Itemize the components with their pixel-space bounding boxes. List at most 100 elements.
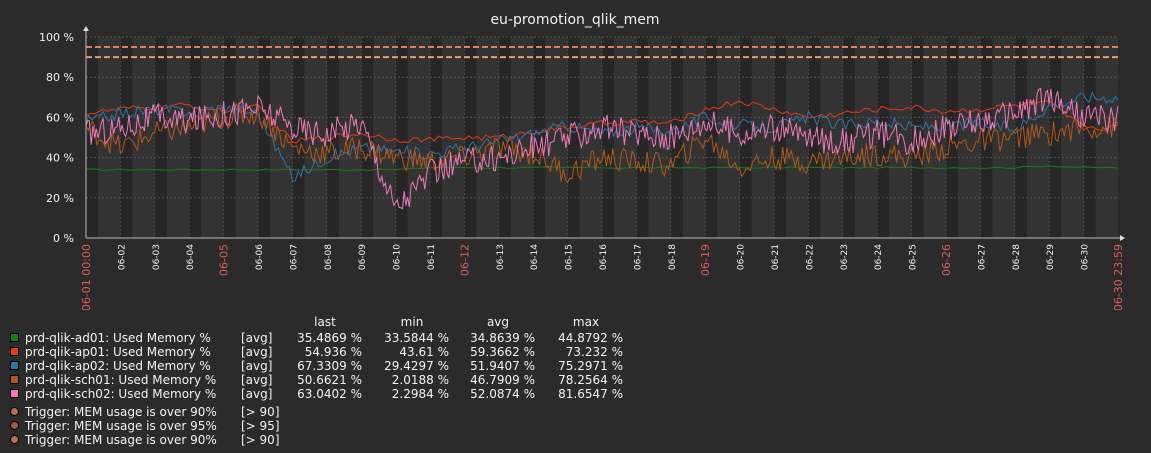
night-band	[258, 37, 271, 238]
x-tick-label: 06-19	[699, 244, 712, 276]
x-tick-label: 06-30	[1081, 244, 1091, 270]
legend-value-last: 63.0402 %	[297, 387, 362, 401]
night-band	[636, 37, 649, 238]
legend-value-avg: 34.8639 %	[470, 331, 535, 345]
night-band	[430, 37, 443, 238]
y-tick-label: 100 %	[39, 31, 74, 44]
legend-swatch	[10, 389, 19, 398]
legend-function: [avg]	[241, 345, 273, 359]
legend-value-last: 54.936 %	[304, 345, 362, 359]
legend-value-last: 35.4869 %	[297, 331, 362, 345]
chart-title: eu-promotion_qlik_mem	[490, 12, 659, 28]
x-tick-label: 06-03	[152, 244, 162, 270]
legend-value-max: 78.2564 %	[558, 373, 623, 387]
trigger-name: Trigger: MEM usage is over 90%	[25, 405, 217, 419]
night-band	[498, 37, 511, 238]
night-band	[808, 37, 821, 238]
x-tick-label: 06-04	[186, 244, 196, 270]
x-tick-label: 06-11	[427, 244, 437, 270]
night-band	[842, 37, 855, 238]
legend-value-min: 29.4297 %	[384, 359, 449, 373]
night-band	[1083, 37, 1096, 238]
x-axis-arrow	[1120, 235, 1125, 241]
x-tick-label: 06-26	[940, 244, 953, 276]
x-tick-label: 06-02	[117, 244, 127, 270]
x-tick-label: 06-18	[668, 244, 678, 270]
y-tick-label: 0 %	[53, 232, 74, 245]
night-band	[395, 37, 408, 238]
legend-value-min: 33.5844 %	[384, 331, 449, 345]
legend-header-avg: avg	[486, 315, 510, 329]
legend-series-name: prd-qlik-ap02: Used Memory %	[25, 359, 211, 373]
night-band	[533, 37, 546, 238]
night-band	[361, 37, 374, 238]
trigger-condition: [> 95]	[241, 419, 280, 433]
legend-series-name: prd-qlik-sch01: Used Memory %	[25, 373, 217, 387]
legend-series-name: prd-qlik-sch02: Used Memory %	[25, 387, 217, 401]
x-tick-label: 06-13	[496, 244, 506, 270]
legend-value-avg: 46.7909 %	[470, 373, 535, 387]
legend-value-max: 81.6547 %	[558, 387, 623, 401]
night-band	[946, 37, 959, 238]
night-band	[670, 37, 683, 238]
legend-swatch	[10, 375, 19, 384]
legend-value-avg: 52.0874 %	[470, 387, 535, 401]
x-tick-label: 06-16	[599, 244, 609, 270]
x-tick-label: 06-07	[289, 244, 299, 270]
x-tick-label: 06-23	[840, 244, 850, 270]
night-band	[292, 37, 305, 238]
night-band	[911, 37, 924, 238]
series-line	[85, 102, 1119, 184]
legend-value-avg: 51.9407 %	[470, 359, 535, 373]
legend-function: [avg]	[241, 331, 273, 345]
trigger-row: Trigger: MEM usage is over 90% [> 90]	[10, 405, 710, 419]
night-band	[189, 37, 202, 238]
memory-chart: eu-promotion_qlik_mem 100 % 80 % 60 % 40 % 2…	[39, 12, 1125, 310]
legend-row: prd-qlik-ap02: Used Memory % [avg] 67.3309…	[10, 359, 710, 373]
x-tick-label: 06-14	[530, 244, 540, 270]
x-tick-label: 06-20	[737, 244, 747, 270]
legend-value-min: 2.2984 %	[391, 387, 449, 401]
x-tick-label: 06-12	[458, 244, 471, 276]
legend-header-last: last	[314, 315, 336, 329]
trigger-row: Trigger: MEM usage is over 90% [> 90]	[10, 433, 710, 447]
legend-series-name: prd-qlik-ap01: Used Memory %	[25, 345, 211, 359]
legend-swatch	[10, 347, 19, 356]
series-line	[86, 165, 1119, 171]
legend-row: prd-qlik-sch02: Used Memory % [avg] 63.040…	[10, 387, 710, 401]
legend-value-max: 44.8792 %	[558, 331, 623, 345]
legend-row: prd-qlik-sch01: Used Memory % [avg] 50.662…	[10, 373, 710, 387]
x-tick-label: 06-01 00:00	[80, 244, 93, 310]
trigger-icon	[10, 407, 19, 416]
x-tick-label: 06-27	[977, 244, 987, 270]
x-tick-label: 06-21	[771, 244, 781, 270]
trigger-name: Trigger: MEM usage is over 90%	[25, 433, 217, 447]
x-tick-label: 06-08	[324, 244, 334, 270]
x-tick-label: 06-17	[633, 244, 643, 270]
x-tick-label: 06-24	[874, 244, 884, 270]
legend-value-avg: 59.3662 %	[470, 345, 535, 359]
legend-value-min: 2.0188 %	[391, 373, 449, 387]
x-tick-label: 06-30 23:59	[1112, 244, 1125, 310]
legend-value-last: 67.3309 %	[297, 359, 362, 373]
x-tick-label: 06-22	[805, 244, 815, 270]
legend-swatch	[10, 361, 19, 370]
legend-row: prd-qlik-ad01: Used Memory % [avg] 35.4869…	[10, 331, 710, 345]
legend-function: [avg]	[241, 387, 273, 401]
legend-function: [avg]	[241, 373, 273, 387]
x-tick-label: 06-25	[909, 244, 919, 270]
y-tick-label: 20 %	[46, 192, 74, 205]
trigger-row: Trigger: MEM usage is over 95% [> 95]	[10, 419, 710, 433]
legend-header-min: min	[400, 315, 424, 329]
legend-row: prd-qlik-ap01: Used Memory % [avg] 54.936 …	[10, 345, 710, 359]
x-tick-label: 06-06	[255, 244, 265, 270]
x-tick-label: 06-15	[565, 244, 575, 270]
y-tick-label: 80 %	[46, 71, 74, 84]
legend-value-last: 50.6621 %	[297, 373, 362, 387]
x-tick-label: 06-10	[393, 244, 403, 270]
night-band	[602, 37, 615, 238]
legend-value-min: 43.61 %	[399, 345, 449, 359]
x-tick-label: 06-09	[358, 244, 368, 270]
y-axis-arrow	[83, 26, 89, 31]
x-tick-label: 06-29	[1046, 244, 1056, 270]
